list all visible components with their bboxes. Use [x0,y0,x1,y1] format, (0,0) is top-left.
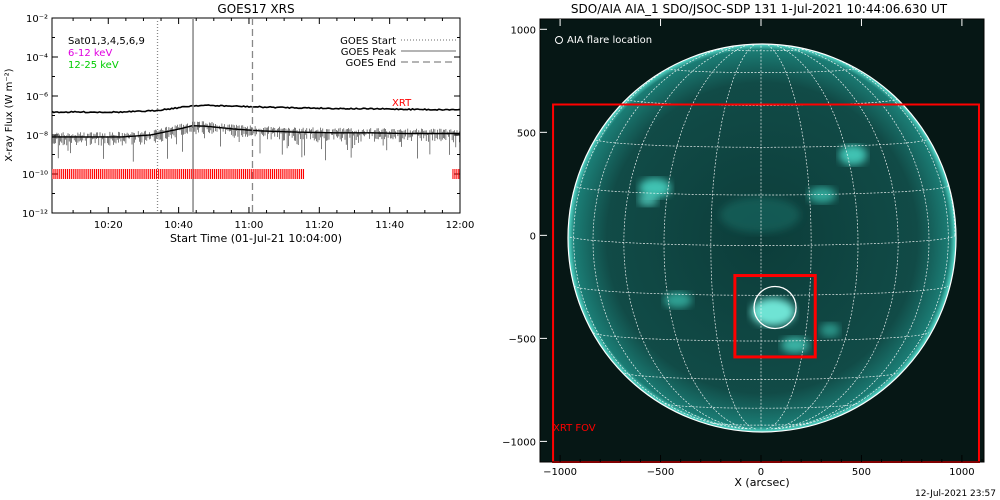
goes-y-tick-label: 10⁻¹⁰ [22,170,48,181]
grid-line [760,44,930,429]
goes-x-tick-label: 10:20 [94,220,123,231]
aia-x-axis: −1000 −500 0 500 1000 [539,19,983,478]
aia-x-axis-label: X (arcsec) [734,476,789,489]
goes-y-tick-label: 10⁻⁴ [26,53,48,64]
xrt-coverage-bars [52,169,460,179]
aia-image-panel: SDO/AIA AIA_1 SDO/JSOC-SDP 131 1-Jul-202… [502,2,985,489]
aia-y-tick-label: 1000 [511,25,536,36]
sun-disk [568,44,956,432]
goes-y-axis: 10⁻² 10⁻⁴ 10⁻⁶ 10⁻⁸ 10⁻¹⁰ 10⁻¹² [22,14,460,220]
aia-y-tick-label: −1000 [502,437,536,448]
goes-x-tick-label: 10:40 [164,220,193,231]
aia-x-tick-label: −1000 [543,467,577,478]
grid-line [663,44,762,430]
aia-x-tick-label: 0 [758,467,764,478]
goes-x-tick-label: 11:40 [375,220,404,231]
goes-marker-legend-label: GOES End [346,58,396,69]
aia-y-tick-label: 500 [517,128,536,139]
xrt-label: XRT [392,98,412,109]
goes-x-tick-label: 11:20 [305,220,334,231]
footer-timestamp: 12-Jul-2021 23:57 [915,489,996,499]
goes-channel-label: Sat01,3,4,5,6,9 [68,36,145,47]
aia-y-axis: 1000 500 0 −500 −1000 [502,25,547,448]
goes-x-tick-label: 12:00 [446,220,475,231]
legend-circle-icon [555,36,563,44]
goes-series-group [52,104,460,138]
aia-title: SDO/AIA AIA_1 SDO/JSOC-SDP 131 1-Jul-202… [571,2,948,16]
grid-line [573,185,949,196]
goes-channel-label: 12-25 keV [68,60,119,71]
goes-y-tick-label: 10⁻⁶ [26,92,48,103]
solar-limb [567,43,957,433]
goes-series-line-high [52,124,460,138]
goes-marker-legend-label: GOES Start [340,36,396,47]
aia-y-tick-label: −500 [509,334,536,345]
grid-line [573,285,949,296]
grid-line [760,44,812,430]
grid-line [710,44,762,430]
xrt-fov-label: XRT FOV [553,423,596,434]
goes-marker-legend-label: GOES Peak [341,47,396,58]
goes-plot-frame [51,17,461,214]
flare-location-marker [753,285,797,330]
goes-event-markers [156,18,254,213]
grid-line [760,44,949,426]
aia-x-tick-label: 500 [852,467,871,478]
grid-line [623,44,762,430]
zoom-region-box [733,274,817,359]
aia-y-tick-label: 0 [530,231,536,242]
grid-line [592,44,762,429]
goes-series-line-low [52,104,460,114]
aia-x-tick-label: −500 [647,467,674,478]
grid-line [760,44,899,430]
goes-x-axis-label: Start Time (01-Jul-21 10:04:00) [170,232,342,245]
aia-legend-text: AIA flare location [567,35,652,46]
goes-y-tick-label: 10⁻¹² [22,209,48,220]
goes-channel-label: 6-12 keV [68,48,112,59]
goes-x-tick-label: 11:00 [235,220,264,231]
goes-y-tick-label: 10⁻² [26,14,48,25]
grid-line [760,44,859,430]
aia-x-tick-label: 1000 [949,467,974,478]
goes-chart-title: GOES17 XRS [217,2,294,16]
goes-noise-trace [52,121,460,162]
goes-noise-path [52,121,460,162]
goes-x-axis: 10:20 10:40 11:00 11:20 11:40 12:00 [72,18,475,231]
goes-y-tick-label: 10⁻⁸ [26,131,48,142]
goes-y-axis-label: X-ray Flux (W m⁻²) [4,68,15,161]
aia-image-frame [539,18,985,463]
goes-xrs-chart: GOES17 XRS 10⁻² 10⁻⁴ 10⁻⁶ 10⁻⁸ 10⁻¹⁰ 10⁻¹² 10… [4,2,474,245]
